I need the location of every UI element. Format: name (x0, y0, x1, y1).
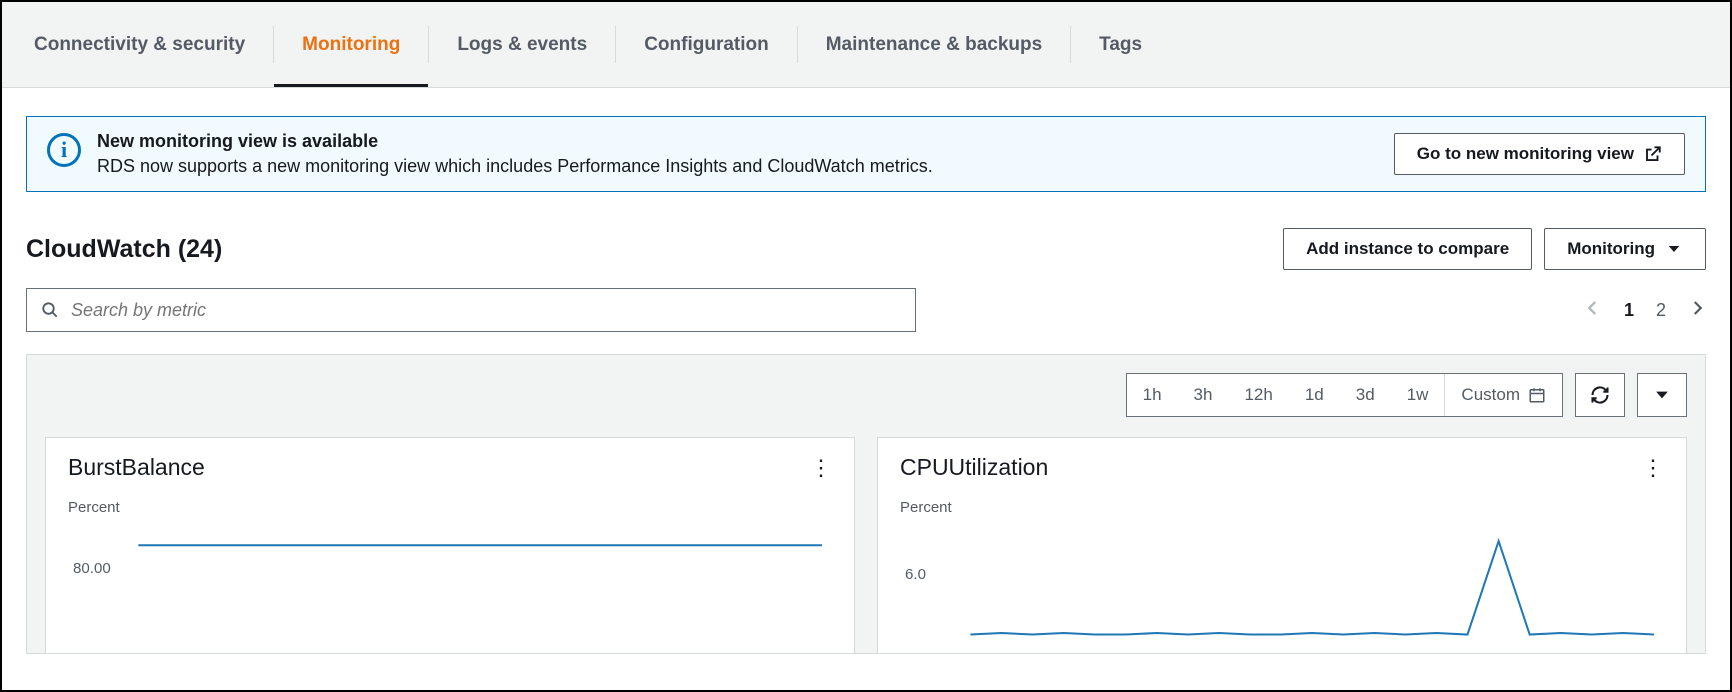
info-banner-title: New monitoring view is available (97, 131, 933, 152)
tab-maintenance-backups[interactable]: Maintenance & backups (798, 2, 1070, 87)
chart-plot: 6.0 (900, 534, 1664, 654)
refresh-options-button[interactable] (1637, 373, 1687, 417)
chart-grid: BurstBalance ⋮ Percent 80.00 CPUUtilization ⋮… (45, 437, 1687, 654)
range-3h[interactable]: 3h (1178, 374, 1229, 416)
chart-title: CPUUtilization (900, 454, 1048, 481)
chart-menu-button[interactable]: ⋮ (810, 457, 832, 479)
section-title: CloudWatch (24) (26, 235, 222, 264)
svg-text:6.0: 6.0 (905, 566, 926, 583)
page-next[interactable] (1688, 299, 1706, 322)
monitoring-dropdown-button[interactable]: Monitoring (1544, 228, 1706, 270)
refresh-button[interactable] (1575, 373, 1625, 417)
tab-connectivity-security[interactable]: Connectivity & security (6, 2, 273, 87)
chart-card-cpuutilization: CPUUtilization ⋮ Percent 6.0 (877, 437, 1687, 654)
pagination: 1 2 (1584, 299, 1706, 322)
range-custom[interactable]: Custom (1445, 374, 1562, 416)
tab-bar: Connectivity & securityMonitoringLogs & … (2, 2, 1730, 88)
search-icon (41, 301, 59, 319)
go-to-new-view-button[interactable]: Go to new monitoring view (1394, 133, 1685, 175)
external-link-icon (1644, 145, 1662, 163)
range-1d[interactable]: 1d (1289, 374, 1340, 416)
go-to-new-view-label: Go to new monitoring view (1417, 144, 1634, 164)
page-2[interactable]: 2 (1656, 300, 1666, 321)
add-instance-button[interactable]: Add instance to compare (1283, 228, 1532, 270)
svg-text:80.00: 80.00 (73, 560, 111, 577)
chart-unit: Percent (900, 499, 1664, 516)
caret-down-icon (1665, 240, 1683, 258)
caret-down-icon (1652, 385, 1672, 405)
tab-tags[interactable]: Tags (1071, 2, 1170, 87)
range-3d[interactable]: 3d (1340, 374, 1391, 416)
calendar-icon (1528, 386, 1546, 404)
chart-plot: 80.00 (68, 534, 832, 654)
range-12h[interactable]: 12h (1228, 374, 1288, 416)
page-prev[interactable] (1584, 299, 1602, 322)
tab-monitoring[interactable]: Monitoring (274, 2, 428, 87)
metrics-panel: 1h3h12h1d3d1wCustom BurstBalance ⋮ Percent… (26, 354, 1706, 654)
metric-search-input[interactable] (71, 300, 901, 321)
refresh-icon (1590, 385, 1610, 405)
time-range-group: 1h3h12h1d3d1wCustom (1126, 373, 1563, 417)
chart-title: BurstBalance (68, 454, 205, 481)
info-icon: i (47, 133, 81, 167)
tab-logs-events[interactable]: Logs & events (429, 2, 615, 87)
info-banner: i New monitoring view is available RDS n… (26, 116, 1706, 192)
chart-menu-button[interactable]: ⋮ (1642, 457, 1664, 479)
tab-configuration[interactable]: Configuration (616, 2, 797, 87)
range-1w[interactable]: 1w (1391, 374, 1445, 416)
chart-unit: Percent (68, 499, 832, 516)
range-1h[interactable]: 1h (1127, 374, 1178, 416)
page-1[interactable]: 1 (1624, 300, 1634, 321)
chart-card-burstbalance: BurstBalance ⋮ Percent 80.00 (45, 437, 855, 654)
info-banner-description: RDS now supports a new monitoring view w… (97, 156, 933, 177)
metric-search[interactable] (26, 288, 916, 332)
